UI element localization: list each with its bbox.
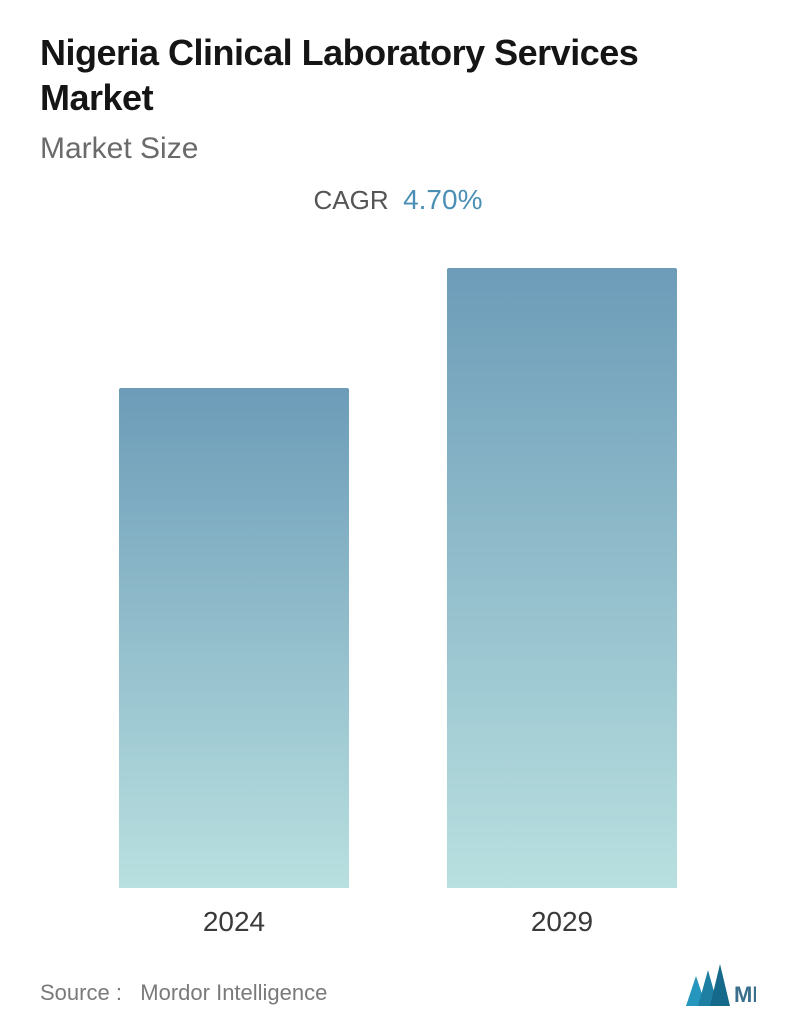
- logo-text: MN: [734, 982, 756, 1006]
- cagr-value: 4.70%: [403, 184, 482, 216]
- logo-stripe-2: [710, 964, 730, 1006]
- page-subtitle: Market Size: [40, 132, 756, 166]
- page-title: Nigeria Clinical Laboratory Services Mar…: [40, 30, 756, 120]
- bar-group-1: 2029: [447, 268, 677, 958]
- bar-group-0: 2024: [119, 388, 349, 958]
- source-text: Source : Mordor Intelligence: [40, 980, 327, 1006]
- cagr-row: CAGR 4.70%: [40, 184, 756, 216]
- brand-logo: MN: [686, 964, 756, 1006]
- bar-label-0: 2024: [203, 906, 265, 938]
- bar-label-1: 2029: [531, 906, 593, 938]
- source-name: Mordor Intelligence: [140, 980, 327, 1005]
- footer: Source : Mordor Intelligence MN: [40, 958, 756, 1014]
- cagr-label: CAGR: [314, 185, 389, 216]
- bar-chart: 2024 2029: [40, 226, 756, 958]
- source-prefix: Source :: [40, 980, 122, 1005]
- bar-1: [447, 268, 677, 888]
- bar-0: [119, 388, 349, 888]
